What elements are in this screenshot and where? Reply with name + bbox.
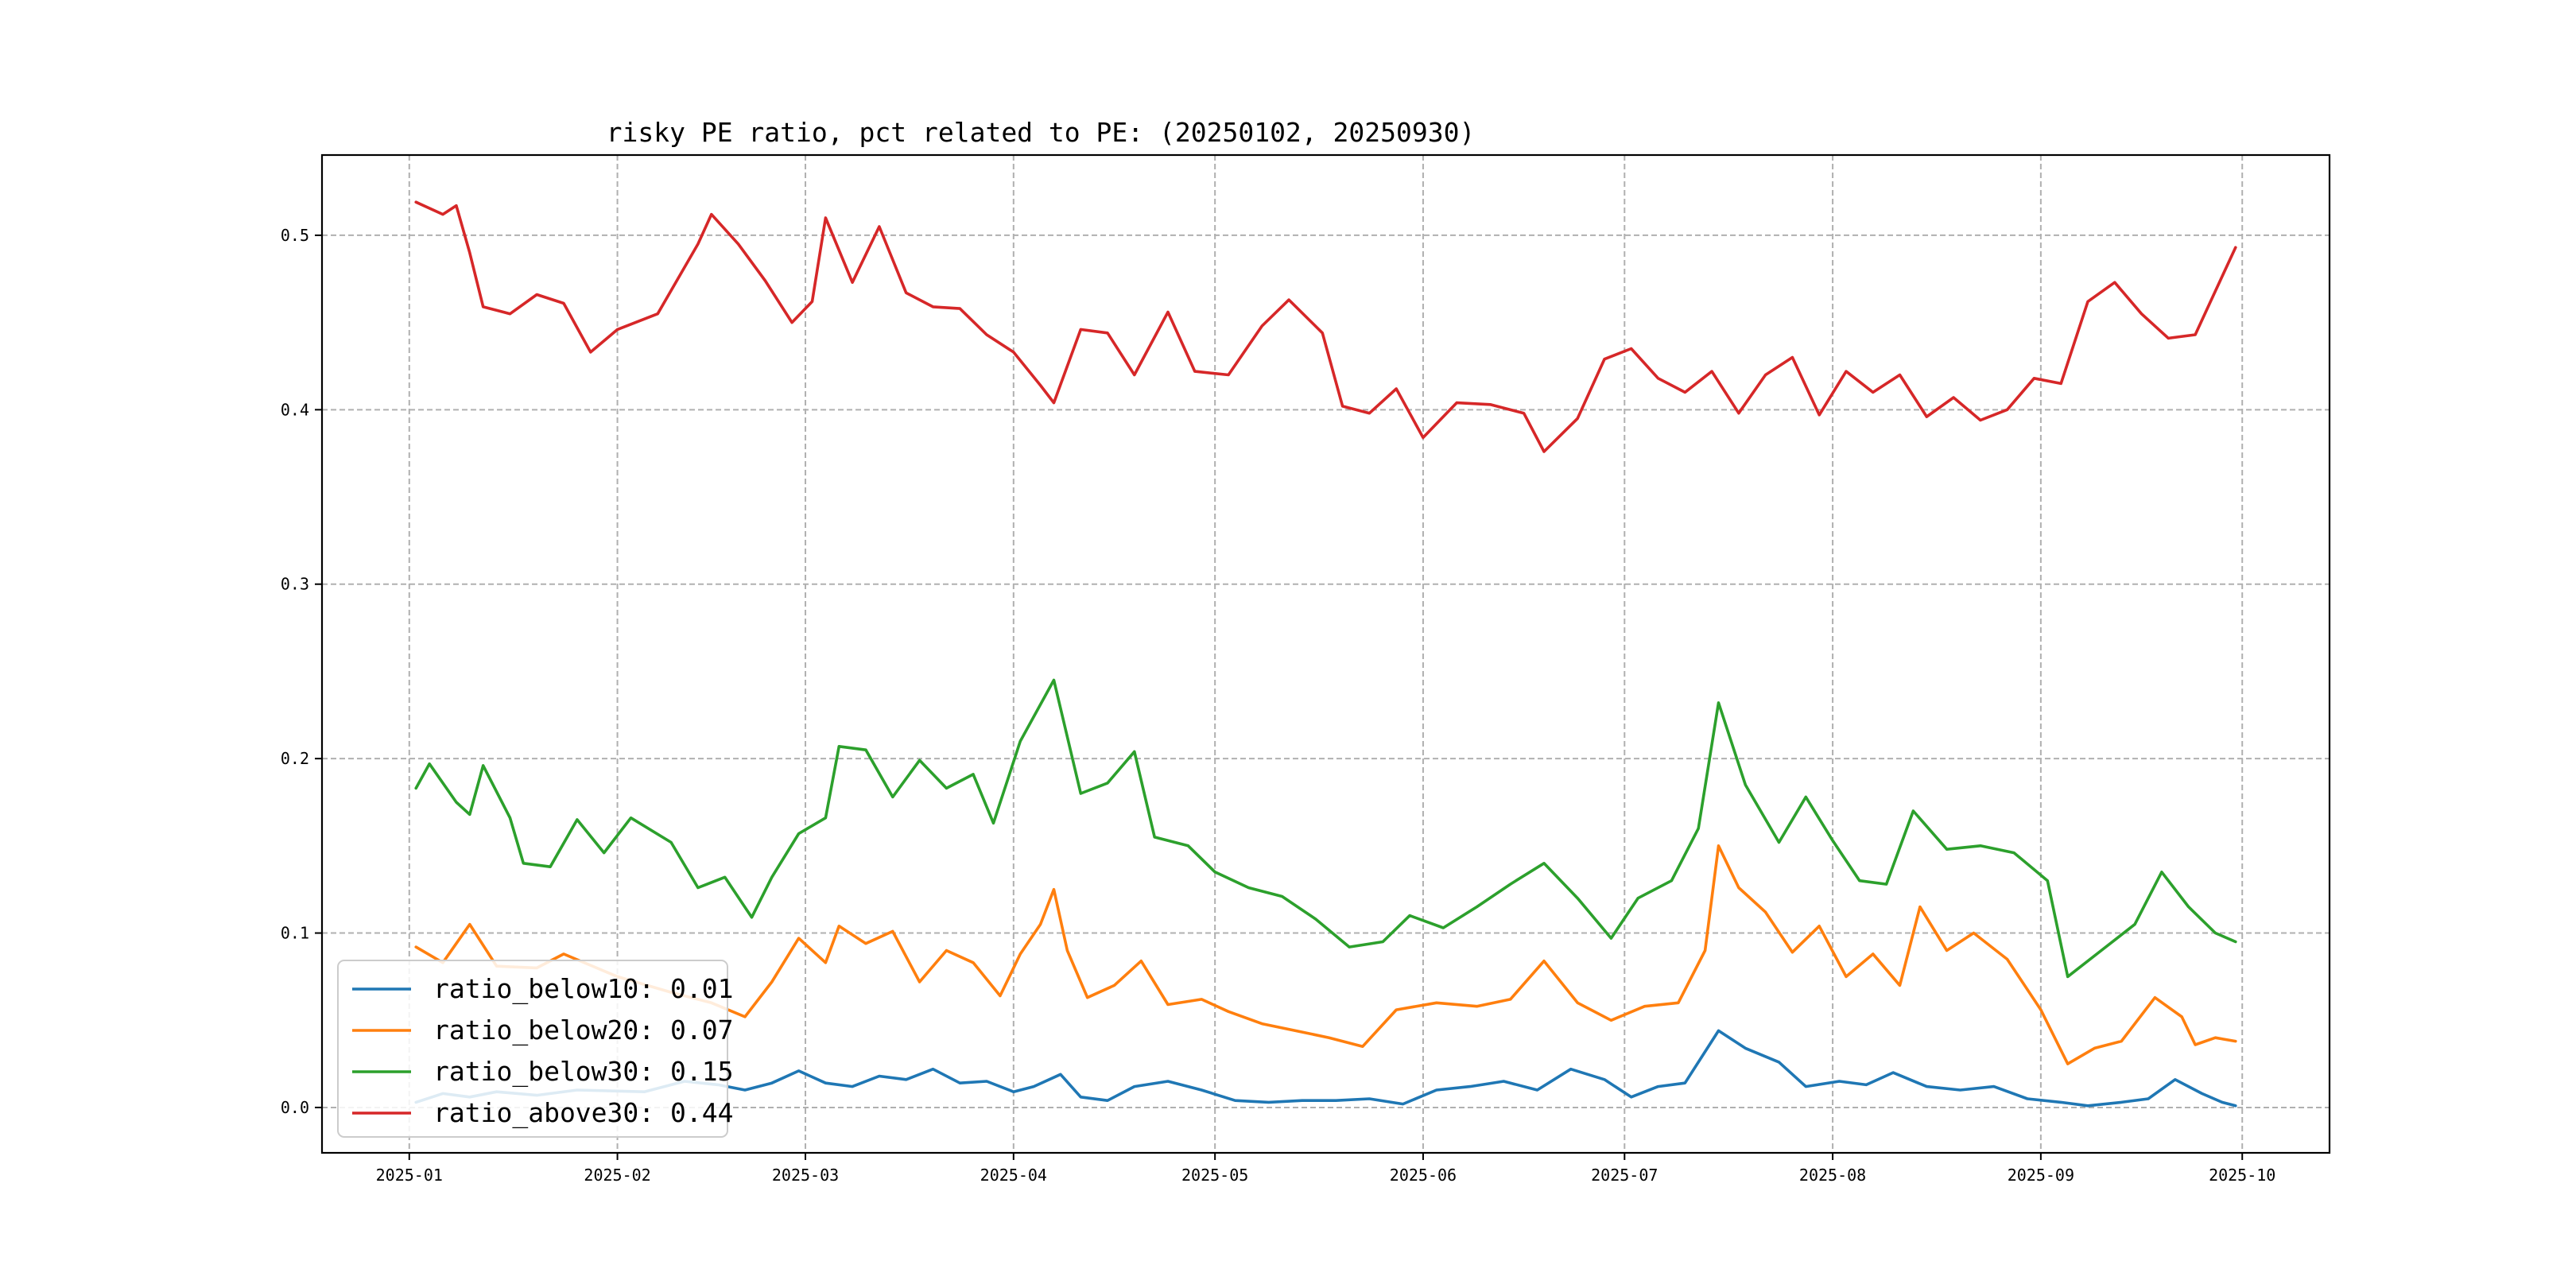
x-tick-label: 2025-10 (2209, 1166, 2275, 1185)
x-tick-label: 2025-03 (772, 1166, 839, 1185)
x-tick-label: 2025-08 (1799, 1166, 1866, 1185)
chart-title: risky PE ratio, pct related to PE: (2025… (607, 117, 1476, 148)
y-tick-label: 0.0 (281, 1098, 309, 1117)
series-lines (414, 200, 2237, 1108)
y-tick-label: 0.3 (281, 575, 309, 594)
legend-label: ratio_above30: 0.44 (433, 1097, 734, 1129)
y-tick-label: 0.5 (281, 226, 309, 245)
axis-ticks: 2025-01 2025-02 2025-03 2025-04 2025-05 2025-… (281, 226, 2275, 1185)
legend-label: ratio_below10: 0.01 (433, 973, 734, 1005)
x-tick-label: 2025-05 (1181, 1166, 1248, 1185)
x-tick-label: 2025-09 (2008, 1166, 2074, 1185)
x-tick-label: 2025-06 (1390, 1166, 1457, 1185)
y-tick-label: 0.4 (281, 400, 309, 419)
series-line (414, 1029, 2237, 1108)
y-tick-label: 0.1 (281, 924, 309, 943)
x-tick-label: 2025-07 (1591, 1166, 1658, 1185)
legend-label: ratio_below30: 0.15 (433, 1056, 734, 1088)
plot-frame (320, 153, 2331, 1154)
series-line (414, 678, 2237, 979)
series-line (414, 844, 2237, 1065)
x-tick-label: 2025-02 (584, 1166, 650, 1185)
x-tick-label: 2025-01 (376, 1166, 443, 1185)
y-tick-label: 0.2 (281, 749, 309, 768)
x-tick-label: 2025-04 (980, 1166, 1047, 1185)
series-line (414, 200, 2237, 453)
legend-label: ratio_below20: 0.07 (433, 1014, 734, 1046)
legend-box (337, 960, 728, 1138)
legend: ratio_below10: 0.01 ratio_below20: 0.07 ra… (337, 960, 734, 1138)
